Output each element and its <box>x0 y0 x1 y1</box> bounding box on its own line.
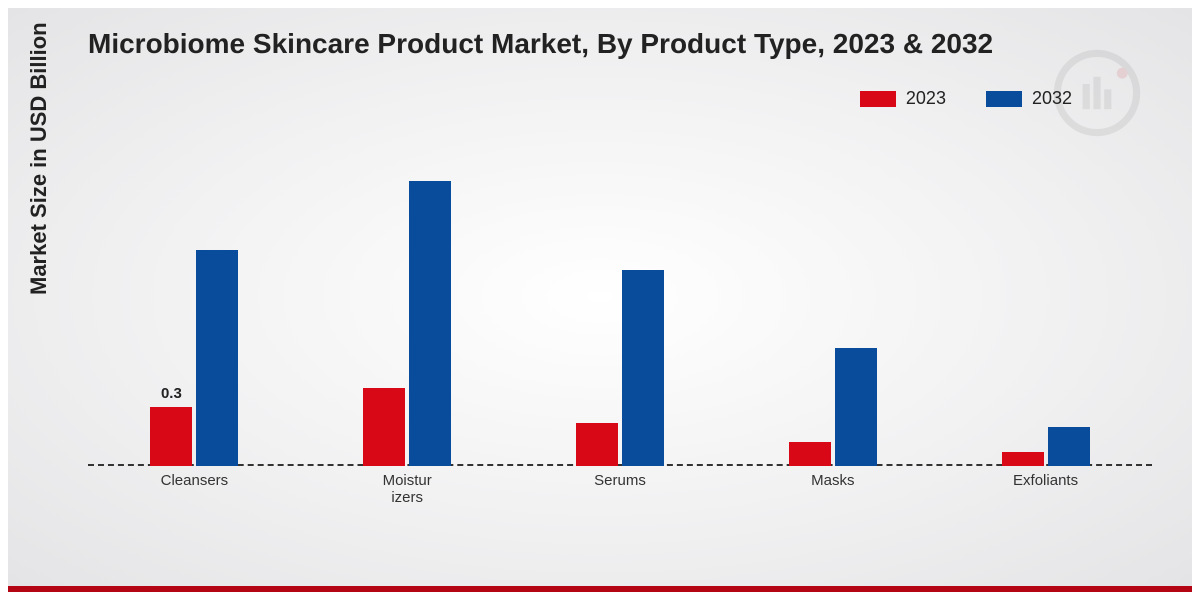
category-label: Moisturizers <box>347 472 467 507</box>
plot-area: 0.3CleansersMoisturizersSerumsMasksExfol… <box>88 158 1152 506</box>
chart-container: Microbiome Skincare Product Market, By P… <box>0 0 1200 600</box>
bar <box>576 423 618 466</box>
bar-group: Moisturizers <box>337 158 477 466</box>
bar <box>409 181 451 466</box>
bar <box>835 348 877 466</box>
bar-group: Serums <box>550 158 690 466</box>
chart-title: Microbiome Skincare Product Market, By P… <box>88 28 993 60</box>
y-axis-label: Market Size in USD Billion <box>26 22 52 295</box>
legend-item-2032: 2032 <box>986 88 1072 109</box>
category-label: Serums <box>560 472 680 489</box>
bar <box>622 270 664 466</box>
bar-groups: 0.3Cleansers Moisturizers Serums Masks Exfol… <box>88 158 1152 466</box>
bar <box>196 250 238 466</box>
bar-group: Exfoliants <box>976 158 1116 466</box>
category-label: Cleansers <box>134 472 254 489</box>
category-label: Masks <box>773 472 893 489</box>
bar <box>1002 452 1044 466</box>
bar <box>789 442 831 466</box>
legend-swatch-2032 <box>986 91 1022 107</box>
bar-group: Masks <box>763 158 903 466</box>
legend-label-2023: 2023 <box>906 88 946 109</box>
legend-item-2023: 2023 <box>860 88 946 109</box>
bar-value-label: 0.3 <box>161 385 182 402</box>
bar <box>1048 427 1090 466</box>
bar <box>363 388 405 467</box>
legend-label-2032: 2032 <box>1032 88 1072 109</box>
legend-swatch-2023 <box>860 91 896 107</box>
chart-panel: Microbiome Skincare Product Market, By P… <box>8 8 1192 592</box>
legend: 2023 2032 <box>860 88 1072 109</box>
bar: 0.3 <box>150 407 192 466</box>
category-label: Exfoliants <box>986 472 1106 489</box>
bar-group: 0.3Cleansers <box>124 158 264 466</box>
